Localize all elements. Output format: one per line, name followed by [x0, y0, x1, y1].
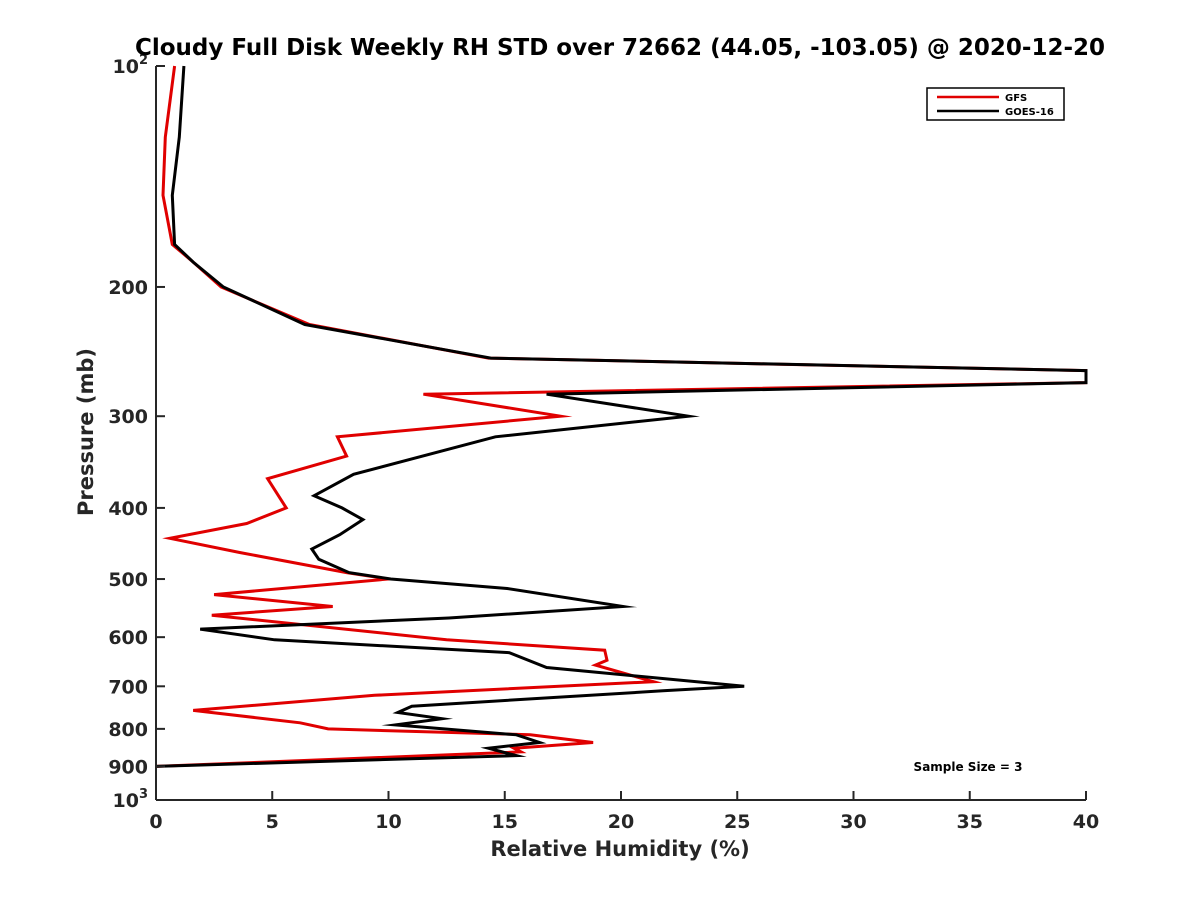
- series-line-goes-16: [155, 65, 1088, 768]
- series-layer: [155, 65, 1088, 768]
- legend: GFS GOES-16: [926, 87, 1065, 121]
- x-tick-label: 0: [149, 811, 162, 833]
- legend-box: [926, 87, 1065, 121]
- y-tick-label: 200: [108, 277, 148, 299]
- y-tick-label: 900: [108, 756, 148, 778]
- y-tick-label: 300: [108, 406, 148, 428]
- x-tick-label: 5: [266, 811, 279, 833]
- y-tick-label: 700: [108, 676, 148, 698]
- y-tick-label: 400: [108, 498, 148, 520]
- x-tick-label: 40: [1073, 811, 1099, 833]
- x-tick-label: 15: [492, 811, 518, 833]
- y-tick-label: 500: [108, 569, 148, 591]
- x-axis-label: Relative Humidity (%): [490, 837, 749, 861]
- legend-label: GOES-16: [1005, 107, 1054, 118]
- chart-title: Cloudy Full Disk Weekly RH STD over 7266…: [135, 35, 1105, 61]
- x-tick-label: 10: [375, 811, 401, 833]
- x-tick-label: 35: [957, 811, 983, 833]
- x-tick-label: 20: [608, 811, 634, 833]
- legend-label: GFS: [1005, 93, 1027, 104]
- axes-layer: 0 5 10 15 20 25 30 35 40 102 200 300 400 500 600 700 800…: [108, 53, 1099, 833]
- y-tick-label: 103: [113, 787, 149, 812]
- y-tick-label: 600: [108, 627, 148, 649]
- y-tick-label: 800: [108, 719, 148, 741]
- x-tick-label: 30: [840, 811, 866, 833]
- y-axis-label: Pressure (mb): [74, 348, 98, 516]
- series-line-gfs: [155, 65, 1088, 768]
- y-tick-label: 102: [113, 53, 149, 78]
- x-tick-label: 25: [724, 811, 750, 833]
- sample-size-annotation: Sample Size = 3: [914, 760, 1023, 774]
